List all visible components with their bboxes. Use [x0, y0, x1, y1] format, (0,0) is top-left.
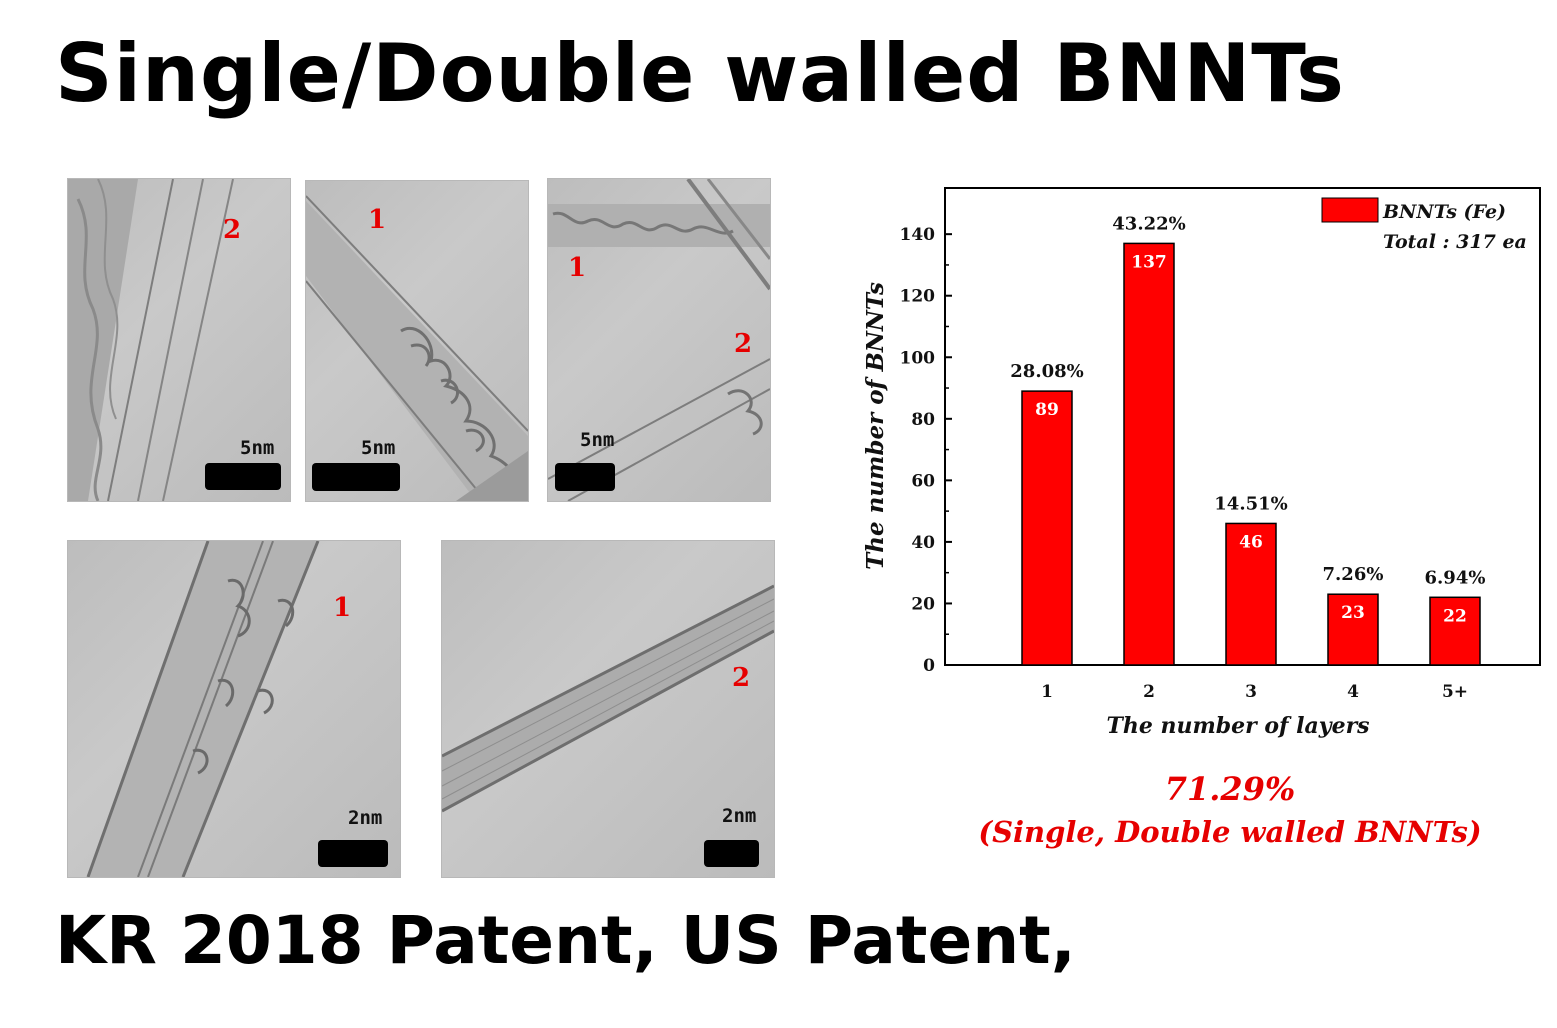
- tem-texture: [306, 195, 528, 501]
- bar: [1429, 596, 1481, 666]
- slide-title: Single/Double walled BNNTs: [55, 27, 1345, 120]
- scale-bar: [318, 840, 388, 867]
- scale-text: 5nm: [361, 437, 396, 459]
- bar-value-label: 23: [1341, 603, 1365, 623]
- y-tick-label: 0: [923, 656, 935, 676]
- bar-percent-label: 28.08%: [1010, 361, 1083, 382]
- x-tick-label: 2: [1143, 682, 1155, 702]
- x-axis-label: The number of layers: [1106, 713, 1369, 739]
- summary-percent: 71.29%: [1164, 770, 1296, 808]
- tem-image-3: 1 2 5nm: [547, 178, 771, 502]
- bar-chart: 0 20 40 60 80 100 120 140 1 2 3 4 5+ 89 28.08% 137 43.…: [850, 180, 1550, 750]
- y-tick-label: 80: [911, 410, 935, 430]
- tube-label: 1: [568, 253, 587, 283]
- bar-value-label: 137: [1131, 252, 1167, 272]
- bar: [1327, 593, 1379, 666]
- y-tick-label: 100: [900, 348, 936, 368]
- tem-image-4: 1 2nm: [67, 540, 401, 878]
- tem-texture: [442, 584, 774, 813]
- tube-label: 1: [333, 593, 352, 623]
- bars: 89 28.08% 137 43.22% 46 14.51% 23 7.26% 22 6.94%: [1010, 213, 1486, 666]
- tem-texture: [68, 179, 234, 501]
- x-tick-label: 5+: [1442, 682, 1468, 702]
- bar-value-label: 46: [1239, 532, 1263, 552]
- tube-label: 2: [734, 329, 753, 359]
- scale-text: 5nm: [580, 429, 615, 451]
- legend-swatch: [1321, 197, 1379, 223]
- bar: [1225, 522, 1277, 666]
- y-tick-label: 60: [911, 471, 935, 491]
- x-tick-label: 3: [1245, 682, 1257, 702]
- tem-image-1: 2 5nm: [67, 178, 291, 502]
- footer-text: KR 2018 Patent, US Patent,: [55, 902, 1076, 979]
- tube-label: 2: [223, 215, 242, 245]
- scale-bar: [312, 463, 400, 491]
- legend-note: Total : 317 ea: [1383, 231, 1527, 253]
- tube-label: 2: [732, 663, 751, 693]
- scale-bar: [205, 463, 281, 490]
- bar-value-label: 89: [1035, 400, 1059, 420]
- scale-text: 2nm: [348, 807, 383, 829]
- scale-bar: [555, 463, 615, 491]
- legend-series-label: BNNTs (Fe): [1382, 201, 1506, 223]
- scale-text: 2nm: [722, 805, 757, 827]
- tem-texture: [86, 541, 320, 877]
- tube-label: 1: [368, 205, 387, 235]
- y-tick-label: 120: [900, 287, 936, 307]
- bar: [1021, 390, 1073, 666]
- x-tick-label: 4: [1347, 682, 1359, 702]
- tem-image-5: 2 2nm: [441, 540, 775, 878]
- y-axis: 0 20 40 60 80 100 120 140: [900, 225, 952, 676]
- bar-percent-label: 43.22%: [1112, 213, 1185, 234]
- y-tick-label: 40: [911, 533, 935, 553]
- tem-texture: [548, 179, 770, 501]
- bar: [1123, 242, 1175, 666]
- x-axis: 1 2 3 4 5+: [1041, 658, 1468, 702]
- y-tick-label: 20: [911, 594, 935, 614]
- bar-percent-label: 7.26%: [1323, 564, 1384, 585]
- scale-bar: [704, 840, 759, 867]
- bar-percent-label: 6.94%: [1425, 567, 1486, 588]
- y-tick-label: 140: [900, 225, 936, 245]
- summary-caption: (Single, Double walled BNNTs): [978, 815, 1482, 849]
- tem-image-2: 1 5nm: [305, 180, 529, 502]
- bar-percent-label: 14.51%: [1214, 493, 1287, 514]
- y-axis-label: The number of BNNTs: [862, 282, 889, 570]
- scale-text: 5nm: [240, 437, 275, 459]
- x-tick-label: 1: [1041, 682, 1053, 702]
- bar-value-label: 22: [1443, 606, 1467, 626]
